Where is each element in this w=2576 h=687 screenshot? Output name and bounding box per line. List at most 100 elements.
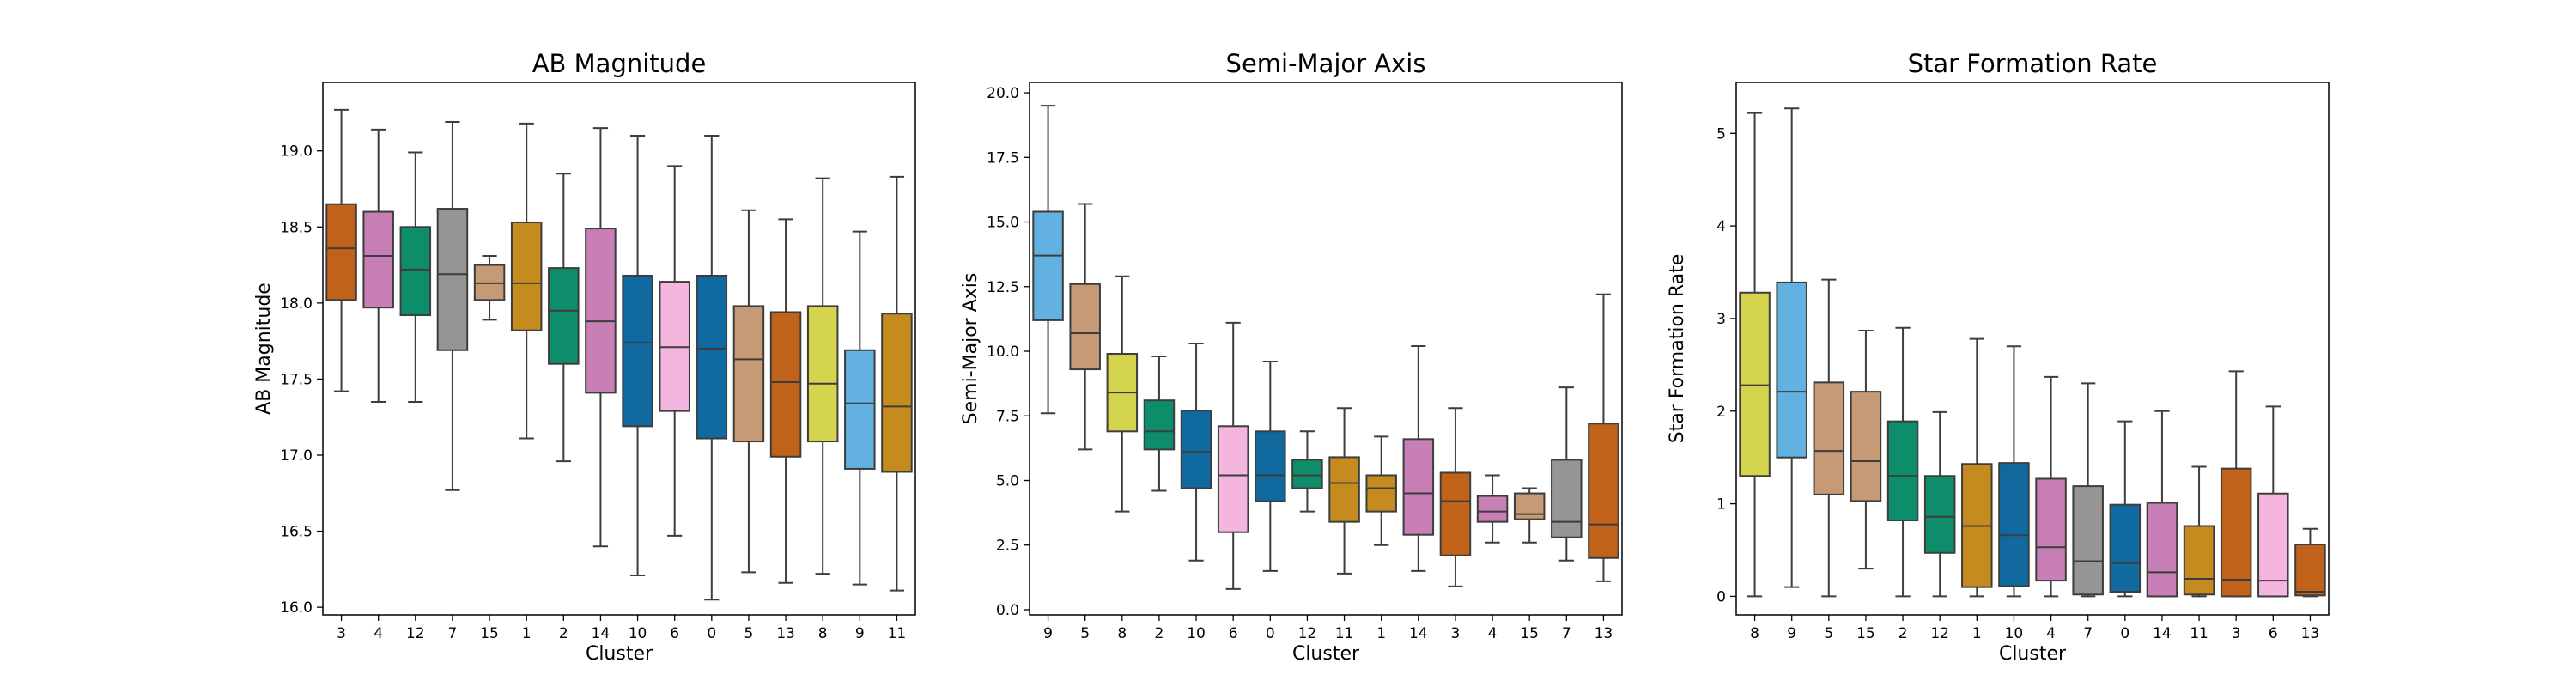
- iqr-box: [622, 274, 653, 428]
- box-cluster-14: [1402, 344, 1435, 572]
- iqr-box: [1739, 291, 1771, 477]
- iqr-box: [1180, 410, 1212, 489]
- x-tick-label: 2: [559, 625, 568, 642]
- x-tick-label: 13: [2301, 625, 2320, 642]
- x-tick-label: 4: [374, 625, 383, 642]
- x-tick-label: 10: [2005, 625, 2024, 642]
- iqr-box: [1886, 420, 1919, 522]
- x-axis-label: Cluster: [1999, 643, 2067, 665]
- iqr-box: [844, 349, 876, 470]
- x-tick-label: 3: [337, 625, 346, 642]
- box-cluster-13: [1588, 293, 1619, 582]
- x-tick-label: 12: [406, 625, 425, 642]
- box-cluster-10: [622, 135, 653, 576]
- x-tick-label: 8: [818, 625, 828, 642]
- x-tick-label: 9: [1787, 625, 1796, 642]
- box-cluster-11: [2183, 465, 2215, 598]
- box-cluster-4: [362, 128, 394, 403]
- x-tick-label: 14: [2153, 625, 2172, 642]
- x-tick-label: 6: [670, 625, 679, 642]
- iqr-box: [881, 313, 913, 473]
- iqr-box: [1291, 459, 1323, 489]
- y-tick-label: 18.0: [280, 295, 313, 313]
- iqr-box: [2183, 525, 2215, 596]
- iqr-box: [1551, 459, 1583, 538]
- iqr-box: [510, 221, 543, 331]
- x-tick-label: 1: [1972, 625, 1982, 642]
- x-tick-label: 8: [1750, 625, 1759, 642]
- y-tick-label: 0.0: [996, 602, 1019, 619]
- iqr-box: [732, 305, 765, 443]
- box-cluster-3: [325, 108, 357, 392]
- iqr-box: [2257, 492, 2289, 598]
- y-tick-label: 3: [1716, 311, 1726, 328]
- iqr-box: [2294, 544, 2326, 597]
- x-tick-label: 1: [1376, 625, 1386, 642]
- x-tick-label: 11: [2190, 625, 2208, 642]
- iqr-box: [696, 274, 728, 440]
- x-tick-label: 14: [592, 625, 611, 642]
- iqr-box: [2072, 485, 2104, 596]
- y-tick-label: 5.0: [996, 472, 1019, 489]
- box-cluster-10: [1998, 345, 2030, 598]
- x-tick-label: 13: [776, 625, 795, 642]
- x-tick-label: 2: [1899, 625, 1908, 642]
- box-cluster-6: [2257, 405, 2289, 598]
- box-cluster-2: [1886, 326, 1919, 598]
- iqr-box: [2035, 477, 2067, 582]
- iqr-box: [325, 203, 357, 301]
- chart-title: Star Formation Rate: [1908, 49, 2158, 78]
- iqr-box: [1402, 438, 1435, 536]
- box-cluster-3: [2220, 370, 2252, 598]
- box-cluster-14: [585, 127, 617, 548]
- iqr-box: [806, 305, 839, 443]
- iqr-box: [1365, 474, 1397, 513]
- box-cluster-15: [473, 254, 506, 321]
- y-tick-label: 2.5: [996, 538, 1019, 555]
- box-cluster-5: [1813, 278, 1845, 598]
- x-tick-label: 11: [1335, 625, 1354, 642]
- x-tick-label: 0: [2120, 625, 2129, 642]
- box-cluster-4: [1476, 474, 1509, 544]
- iqr-box: [1069, 283, 1101, 371]
- x-tick-label: 13: [1595, 625, 1613, 642]
- y-tick-label: 7.5: [996, 408, 1019, 425]
- x-tick-label: 8: [1117, 625, 1127, 642]
- box-cluster-8: [1739, 112, 1771, 598]
- box-cluster-15: [1850, 329, 1882, 570]
- iqr-box: [1032, 210, 1064, 321]
- x-tick-label: 7: [448, 625, 458, 642]
- box-cluster-4: [2035, 375, 2067, 598]
- box-cluster-5: [1069, 203, 1101, 451]
- x-tick-label: 5: [744, 625, 754, 642]
- x-tick-label: 15: [480, 625, 499, 642]
- y-tick-label: 16.0: [280, 599, 313, 617]
- iqr-box: [1328, 456, 1360, 523]
- y-tick-label: 15.0: [987, 215, 1019, 232]
- iqr-box: [2220, 467, 2252, 598]
- y-tick-label: 19.0: [280, 143, 313, 161]
- y-axis-label: AB Magnitude: [253, 283, 275, 415]
- chart-panel-1: AB Magnitude 16.0 16.5 17.0 17.5 18.0 18.5 19.0…: [253, 49, 916, 665]
- iqr-box: [1776, 281, 1807, 459]
- box-cluster-12: [1291, 430, 1323, 513]
- box-cluster-0: [696, 135, 728, 601]
- box-cluster-11: [1328, 407, 1360, 575]
- y-tick-label: 5: [1716, 125, 1726, 143]
- x-tick-label: 1: [522, 625, 532, 642]
- x-tick-label: 12: [1930, 625, 1949, 642]
- y-axis-label: Star Formation Rate: [1667, 254, 1688, 444]
- box-cluster-7: [1551, 386, 1583, 562]
- x-axis-label: Cluster: [586, 643, 653, 665]
- box-cluster-8: [1106, 275, 1139, 513]
- iqr-box: [2109, 503, 2142, 593]
- x-tick-label: 15: [1520, 625, 1539, 642]
- x-tick-label: 6: [1229, 625, 1238, 642]
- box-cluster-10: [1180, 342, 1212, 562]
- iqr-box: [585, 228, 617, 394]
- x-tick-label: 6: [2269, 625, 2278, 642]
- x-tick-label: 7: [2083, 625, 2093, 642]
- x-tick-label: 15: [1856, 625, 1875, 642]
- axes-frame: [322, 82, 916, 616]
